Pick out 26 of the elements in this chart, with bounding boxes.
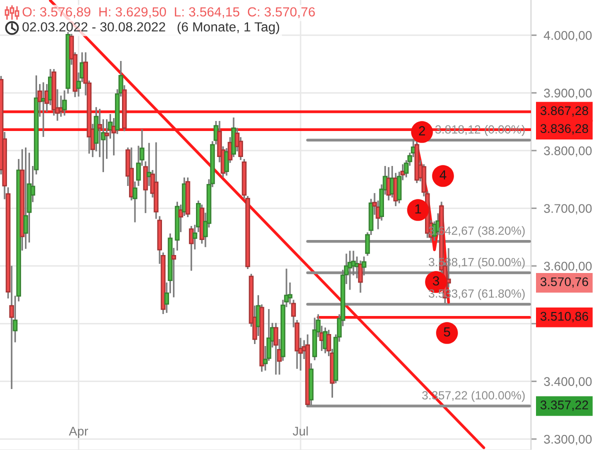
candlestick <box>171 248 176 298</box>
y-tick-label: 4.000,00 <box>544 30 592 42</box>
text: 3.357,22 <box>540 400 588 411</box>
y-tick-label: 3.400,00 <box>544 377 592 388</box>
y-tick-label: 3.600,00 <box>544 262 592 272</box>
candlestick <box>23 148 28 249</box>
y-tick-label: 3.900,00 <box>544 88 592 100</box>
text: 3.570,76 <box>540 277 588 288</box>
chart-title: O: 3.576,89 H: 3.629,50 L: 3.564,15 C: 3.570,76 <box>22 7 315 18</box>
candlestick <box>358 260 363 293</box>
candlestick <box>274 322 278 375</box>
text: 02.03.2022 - 30.08.2022 (6 Monate, 1 Tag) <box>22 22 280 34</box>
x-tick-label: Jul <box>292 426 308 436</box>
y-tick-label: 3.300,00 <box>544 434 592 446</box>
x-tick-label: Apr <box>68 426 88 438</box>
annotation: 1 <box>415 204 422 214</box>
annotation: 2 <box>418 126 425 136</box>
ref-line-label: 3.867,28 <box>540 106 588 117</box>
candlestick <box>62 90 67 116</box>
y-tick-label: 3.700,00 <box>544 204 592 214</box>
ref-line-label: 3.836,28 <box>540 124 588 134</box>
annotation: 5 <box>444 327 450 337</box>
annotation: 4 <box>440 170 446 180</box>
y-tick-label: 3.800,00 <box>544 146 592 157</box>
annotation: 3 <box>432 276 440 286</box>
series-label: 3.510,86 <box>540 312 588 322</box>
